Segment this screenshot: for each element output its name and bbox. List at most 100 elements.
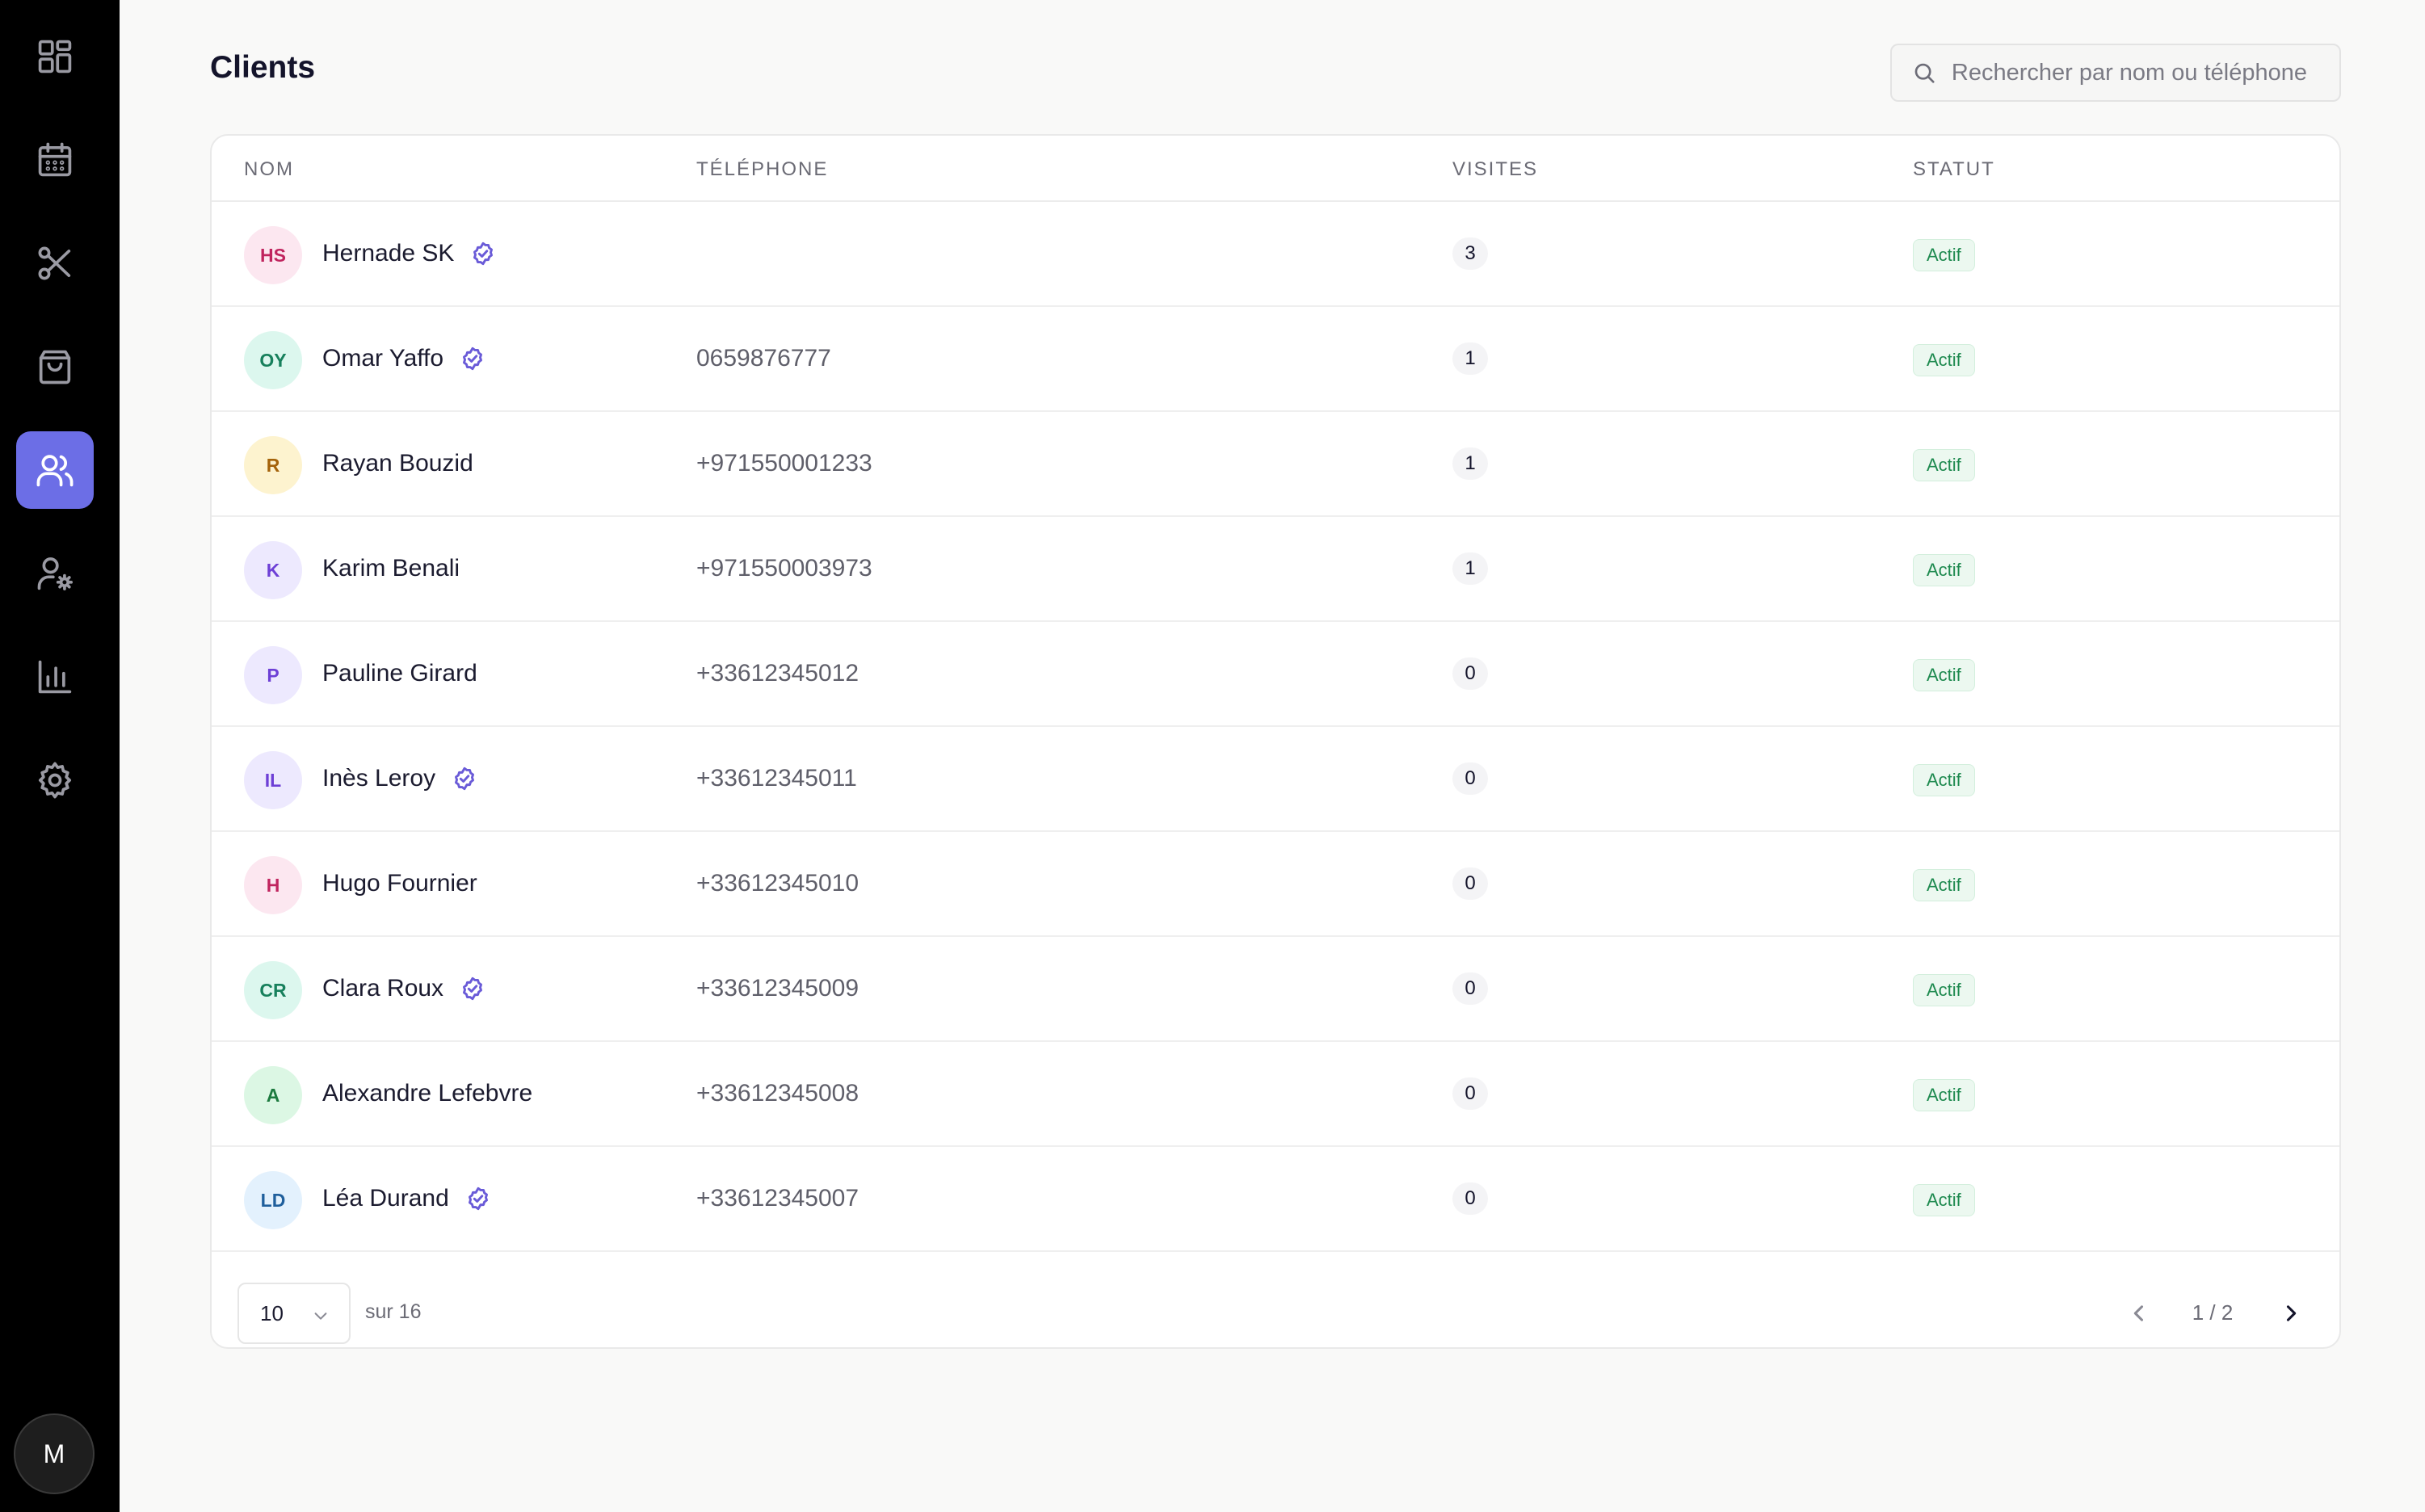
page-size-value: 10	[260, 1300, 284, 1325]
sidebar-item-statistics[interactable]	[16, 638, 94, 716]
client-name[interactable]: Inès Leroy	[322, 765, 436, 792]
client-name-cell: Clara Roux	[322, 937, 485, 1040]
verified-badge-icon	[452, 766, 477, 792]
table-row[interactable]: P Pauline Girard +33612345012 0 Actif	[212, 622, 2339, 727]
visits-count-badge: 1	[1452, 552, 1488, 585]
client-phone: +33612345011	[696, 765, 857, 792]
total-count: sur 16	[365, 1300, 422, 1323]
user-avatar[interactable]: M	[14, 1413, 95, 1494]
scissors-icon	[38, 246, 71, 280]
client-name-cell: Hugo Fournier	[322, 832, 477, 935]
status-badge: Actif	[1913, 1184, 1975, 1216]
client-name[interactable]: Hugo Fournier	[322, 870, 477, 897]
client-avatar: P	[244, 646, 302, 704]
client-avatar: H	[244, 856, 302, 914]
client-name-cell: Rayan Bouzid	[322, 412, 473, 515]
client-phone: 0659876777	[696, 345, 831, 372]
table-footer: 10 sur 16 1 / 2	[212, 1254, 2339, 1347]
visits-count-badge: 0	[1452, 762, 1488, 795]
verified-badge-icon	[460, 976, 485, 1002]
column-header-phone: TÉLÉPHONE	[696, 158, 829, 180]
client-name[interactable]: Karim Benali	[322, 555, 460, 582]
visits-count-badge: 1	[1452, 447, 1488, 480]
shopping-bag-icon	[39, 350, 71, 384]
client-name[interactable]: Rayan Bouzid	[322, 450, 473, 477]
table-row[interactable]: A Alexandre Lefebvre +33612345008 0 Actif	[212, 1042, 2339, 1147]
visits-count-badge: 0	[1452, 867, 1488, 900]
table-header: NOM TÉLÉPHONE VISITES STATUT	[212, 136, 2339, 202]
client-phone: +971550003973	[696, 555, 872, 582]
status-badge: Actif	[1913, 659, 1975, 691]
client-name[interactable]: Hernade SK	[322, 240, 455, 267]
gear-icon	[38, 762, 72, 799]
client-name-cell: Léa Durand	[322, 1147, 491, 1250]
table-row[interactable]: R Rayan Bouzid +971550001233 1 Actif	[212, 412, 2339, 517]
visits-count-badge: 0	[1452, 1077, 1488, 1110]
visits-count-badge: 1	[1452, 342, 1488, 375]
client-name[interactable]: Léa Durand	[322, 1185, 449, 1212]
users-icon	[36, 455, 74, 487]
table-row[interactable]: HS Hernade SK 3 Actif	[212, 202, 2339, 307]
search-input[interactable]	[1949, 58, 2339, 87]
page-title: Clients	[210, 50, 316, 85]
client-phone: +971550001233	[696, 450, 872, 477]
status-badge: Actif	[1913, 449, 1975, 481]
sidebar-item-shop[interactable]	[16, 328, 94, 405]
table-row[interactable]: LD Léa Durand +33612345007 0 Actif	[212, 1147, 2339, 1252]
status-badge: Actif	[1913, 1079, 1975, 1111]
client-name[interactable]: Omar Yaffo	[322, 345, 444, 372]
client-avatar: CR	[244, 961, 302, 1019]
bar-chart-icon	[38, 660, 72, 694]
sidebar-item-settings[interactable]	[16, 741, 94, 819]
client-name[interactable]: Pauline Girard	[322, 660, 477, 687]
sidebar: M	[0, 0, 120, 1512]
table-row[interactable]: H Hugo Fournier +33612345010 0 Actif	[212, 832, 2339, 937]
sidebar-item-calendar[interactable]	[16, 121, 94, 199]
table-row[interactable]: OY Omar Yaffo 0659876777 1 Actif	[212, 307, 2339, 412]
visits-count-badge: 0	[1452, 1182, 1488, 1215]
dashboard-grid-icon	[38, 40, 72, 74]
client-name-cell: Hernade SK	[322, 202, 496, 305]
client-phone: +33612345010	[696, 870, 859, 897]
previous-page-button[interactable]	[2120, 1294, 2158, 1333]
page-size-select[interactable]: 10	[237, 1283, 351, 1344]
table-row[interactable]: K Karim Benali +971550003973 1 Actif	[212, 517, 2339, 622]
table-row[interactable]: IL Inès Leroy +33612345011 0 Actif	[212, 727, 2339, 832]
chevron-left-icon	[2133, 1305, 2144, 1321]
column-header-visits: VISITES	[1452, 158, 1539, 180]
client-avatar: OY	[244, 331, 302, 389]
client-name[interactable]: Alexandre Lefebvre	[322, 1080, 533, 1107]
page-indicator: 1 / 2	[2192, 1300, 2234, 1325]
visits-count-badge: 0	[1452, 657, 1488, 690]
status-badge: Actif	[1913, 764, 1975, 796]
client-phone: +33612345007	[696, 1185, 859, 1212]
client-avatar: K	[244, 541, 302, 599]
next-page-button[interactable]	[2272, 1294, 2310, 1333]
client-avatar: HS	[244, 226, 302, 284]
client-name[interactable]: Clara Roux	[322, 975, 444, 1002]
client-name-cell: Inès Leroy	[322, 727, 477, 830]
client-avatar: R	[244, 436, 302, 494]
verified-badge-icon	[470, 241, 496, 267]
sidebar-item-staff[interactable]	[16, 535, 94, 612]
column-header-name: NOM	[244, 158, 294, 180]
table-row[interactable]: CR Clara Roux +33612345009 0 Actif	[212, 937, 2339, 1042]
client-phone: +33612345012	[696, 660, 859, 687]
chevron-right-icon	[2286, 1305, 2297, 1321]
sidebar-item-clients[interactable]	[16, 431, 94, 509]
status-badge: Actif	[1913, 974, 1975, 1006]
status-badge: Actif	[1913, 554, 1975, 586]
client-name-cell: Alexandre Lefebvre	[322, 1042, 532, 1145]
client-avatar: IL	[244, 751, 302, 809]
user-settings-icon	[37, 557, 73, 590]
sidebar-item-dashboard[interactable]	[16, 18, 94, 95]
clients-table: NOM TÉLÉPHONE VISITES STATUT HS Hernade S…	[210, 134, 2341, 1349]
sidebar-item-services[interactable]	[16, 225, 94, 302]
search-box[interactable]	[1890, 44, 2341, 102]
client-phone: +33612345009	[696, 975, 859, 1002]
status-badge: Actif	[1913, 869, 1975, 901]
visits-count-badge: 3	[1452, 237, 1488, 270]
status-badge: Actif	[1913, 239, 1975, 271]
verified-badge-icon	[465, 1186, 491, 1212]
column-header-status: STATUT	[1913, 158, 1995, 180]
